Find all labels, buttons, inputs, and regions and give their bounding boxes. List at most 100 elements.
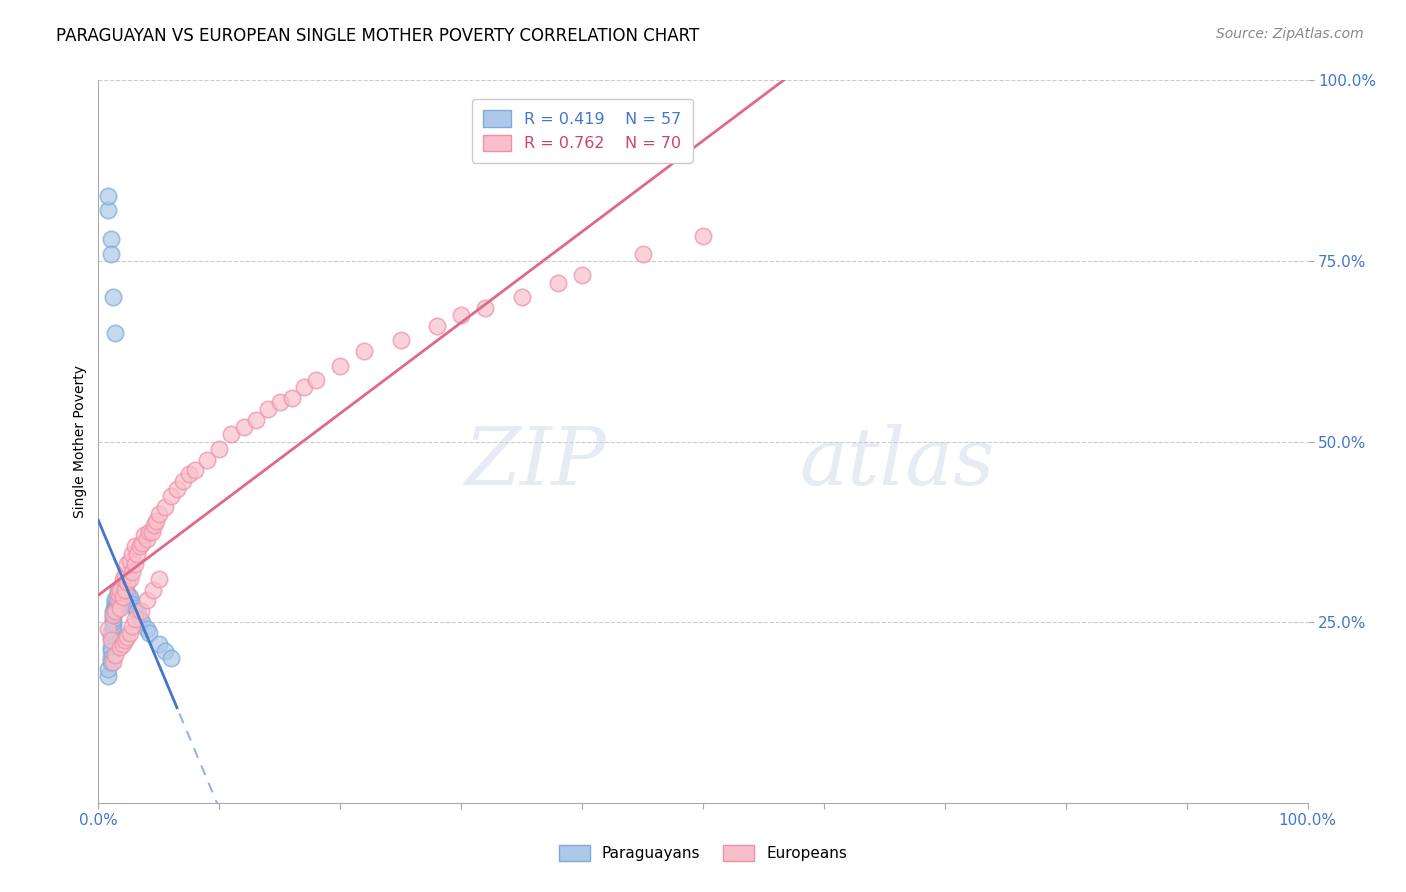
Point [153, 500, 176, 514]
Point [111, 579, 134, 593]
Point [104, 604, 127, 618]
Point [107, 600, 129, 615]
Point [118, 626, 141, 640]
Point [121, 547, 143, 561]
Point [245, 413, 267, 427]
Point [111, 572, 134, 586]
Point [108, 586, 131, 600]
Point [104, 599, 127, 614]
Point [101, 623, 124, 637]
Point [142, 582, 165, 597]
Point [107, 586, 129, 600]
Point [104, 602, 127, 616]
Point [97, 662, 120, 676]
Point [121, 619, 143, 633]
Point [135, 532, 157, 546]
Point [145, 514, 167, 528]
Point [107, 590, 129, 604]
Point [104, 592, 127, 607]
Point [100, 626, 122, 640]
Point [108, 597, 131, 611]
Point [97, 203, 120, 218]
Point [104, 597, 127, 611]
Point [426, 318, 449, 333]
Point [128, 539, 150, 553]
Point [124, 600, 146, 615]
Point [269, 394, 291, 409]
Point [184, 463, 207, 477]
Point [104, 648, 127, 662]
Point [101, 611, 124, 625]
Point [111, 586, 134, 600]
Text: atlas: atlas [800, 425, 995, 502]
Point [124, 539, 146, 553]
Point [111, 637, 134, 651]
Point [160, 489, 183, 503]
Point [131, 535, 153, 549]
Point [692, 228, 714, 243]
Point [117, 630, 139, 644]
Point [100, 640, 122, 655]
Point [117, 575, 139, 590]
Point [114, 582, 136, 597]
Point [124, 558, 146, 572]
Point [108, 590, 131, 604]
Point [118, 593, 141, 607]
Point [134, 528, 156, 542]
Point [111, 590, 134, 604]
Point [179, 467, 201, 481]
Point [195, 452, 218, 467]
Point [114, 633, 136, 648]
Point [571, 268, 593, 283]
Point [121, 565, 143, 579]
Point [108, 582, 131, 597]
Point [104, 326, 127, 340]
Point [292, 380, 315, 394]
Point [100, 633, 122, 648]
Point [148, 572, 170, 586]
Point [117, 586, 139, 600]
Point [117, 590, 139, 604]
Point [100, 246, 122, 260]
Point [104, 595, 127, 609]
Point [118, 554, 141, 568]
Point [118, 590, 141, 604]
Point [510, 290, 533, 304]
Point [114, 582, 136, 597]
Point [153, 644, 176, 658]
Text: Source: ZipAtlas.com: Source: ZipAtlas.com [1216, 27, 1364, 41]
Point [107, 593, 129, 607]
Point [101, 604, 124, 618]
Point [100, 630, 122, 644]
Point [108, 582, 131, 597]
Point [160, 651, 183, 665]
Point [107, 593, 129, 607]
Point [148, 507, 170, 521]
Point [114, 568, 136, 582]
Point [305, 373, 328, 387]
Point [100, 651, 122, 665]
Point [97, 623, 120, 637]
Point [131, 615, 153, 630]
Point [389, 334, 412, 348]
Point [547, 276, 569, 290]
Point [101, 619, 124, 633]
Point [121, 597, 143, 611]
Point [97, 189, 120, 203]
Point [353, 344, 375, 359]
Point [127, 604, 149, 618]
Point [108, 640, 131, 655]
Point [166, 482, 188, 496]
Point [148, 637, 170, 651]
Point [124, 611, 146, 625]
Point [107, 582, 129, 597]
Point [118, 572, 141, 586]
Point [114, 586, 136, 600]
Point [631, 246, 654, 260]
Point [474, 301, 496, 315]
Point [100, 655, 122, 669]
Point [100, 644, 122, 658]
Point [138, 626, 160, 640]
Point [108, 600, 131, 615]
Point [97, 669, 120, 683]
